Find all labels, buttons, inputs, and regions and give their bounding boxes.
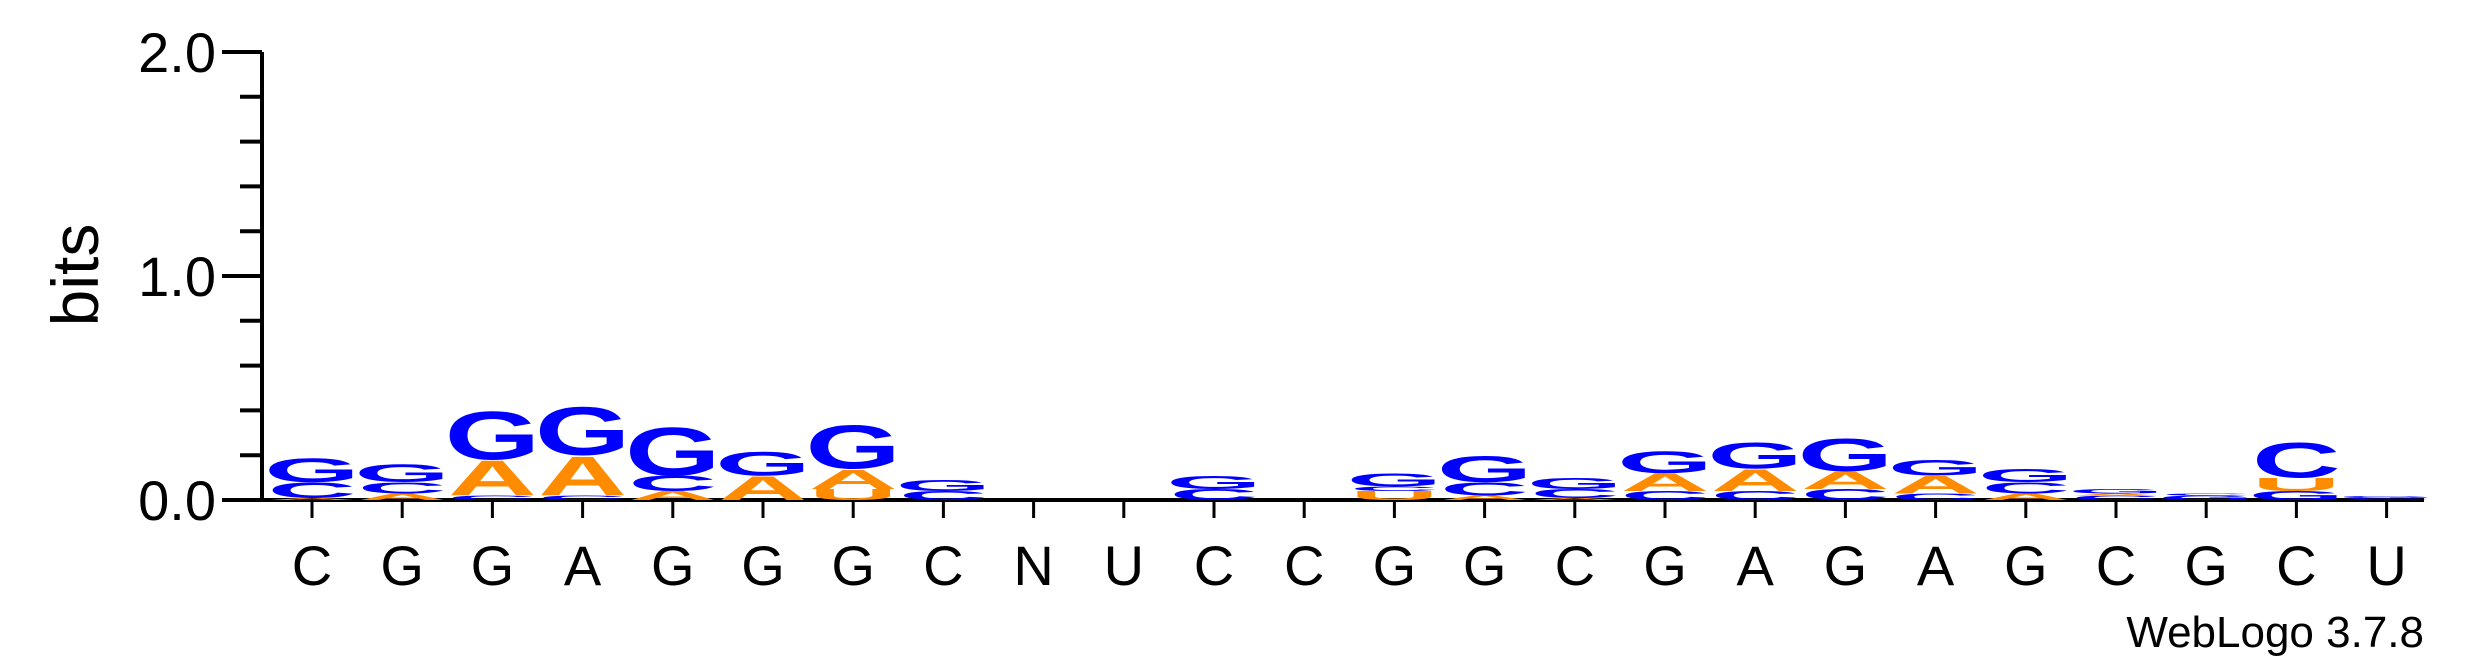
x-tick-label: C (1555, 534, 1595, 597)
y-tick-label: 0.0 (138, 469, 216, 532)
x-tick-label: U (2366, 534, 2406, 597)
logo-letter-c: C (1170, 486, 1259, 503)
x-tick-label: N (1013, 534, 1053, 597)
logo-letter-g: G (2068, 488, 2164, 495)
logo-letter-c: C (1440, 479, 1529, 500)
logo-letter-a: A (1530, 497, 1619, 500)
logo-letter-g: G (1888, 456, 1984, 480)
x-tick-label: C (2096, 534, 2136, 597)
logo-letter-u: U (1350, 489, 1439, 503)
logo-letter-a: A (358, 492, 447, 502)
logo-letter-g: G (1347, 470, 1443, 491)
x-tick-label: C (292, 534, 332, 597)
x-tick-label: A (1737, 534, 1775, 597)
logo-letter-a: A (1711, 463, 1800, 498)
logo-letter-g: G (1527, 475, 1623, 492)
y-tick-label: 2.0 (138, 21, 216, 84)
logo-letter-c: C (268, 478, 357, 502)
logo-letter-c: C (448, 494, 537, 501)
logo-letter-c: C (538, 494, 627, 501)
logo-letter-c: C (1530, 487, 1619, 501)
x-tick-label: A (1917, 534, 1955, 597)
x-tick-label: G (831, 534, 875, 597)
logo-letter-c: C (1711, 489, 1800, 503)
logo-letter-g: G (715, 445, 811, 483)
logo-letter-a: A (1801, 466, 1890, 494)
weblogo-credit: WebLogo 3.7.8 (2126, 608, 2424, 657)
x-tick-label: C (1194, 534, 1234, 597)
logo-letter-c: C (899, 489, 988, 503)
logo-letter-u: U (2252, 474, 2341, 495)
x-tick-label: G (741, 534, 785, 597)
logo-letter-a: A (538, 446, 627, 508)
x-tick-label: G (651, 534, 695, 597)
logo-letter-g: G (264, 451, 360, 489)
logo-letter-c: C (628, 471, 717, 495)
logo-letter-g: G (1617, 445, 1713, 480)
y-axis-ticks (222, 50, 262, 502)
logo-letter-c: C (1350, 485, 1439, 492)
logo-letter-a: A (2072, 493, 2161, 496)
logo-letter-a: A (1621, 469, 1710, 497)
logo-letter-a: A (1891, 471, 1980, 499)
logo-letter-g: G (1978, 465, 2074, 486)
logo-letter-a: A (809, 463, 898, 494)
logo-letter-c: C (2072, 494, 2161, 501)
logo-letter-a: A (1981, 492, 2070, 502)
x-tick-label: G (2004, 534, 2048, 597)
x-tick-label: G (1643, 534, 1687, 597)
x-tick-label: U (1104, 534, 1144, 597)
logo-letter-a: A (268, 497, 357, 500)
logo-letter-c: C (1891, 492, 1980, 502)
logo-letter-g: G (2249, 489, 2345, 503)
logo-letter-g: G (2158, 494, 2254, 501)
x-tick-label: C (923, 534, 963, 597)
logo-letter-g: G (896, 477, 992, 494)
logo-letter-c: C (1621, 489, 1710, 503)
logo-letter-c: C (358, 479, 447, 496)
logo-letter-g: G (805, 412, 901, 482)
x-tick-label: G (1373, 534, 1417, 597)
letter-stacks: ACGACGCAGCAGACGAGUAGCGCGUCGACGACGCAGCAGC… (264, 394, 2434, 508)
logo-letter-c: C (1801, 486, 1890, 503)
logo-letter-g: G (625, 414, 721, 490)
x-tick-label: G (1824, 534, 1868, 597)
x-tick-label: G (1463, 534, 1507, 597)
x-tick-label: G (380, 534, 424, 597)
logo-letter-c: C (2252, 432, 2341, 488)
x-tick-label: A (564, 534, 602, 597)
logo-letter-g: G (445, 398, 541, 474)
logo-letter-c: C (2342, 497, 2431, 500)
logo-letter-g: G (1798, 429, 1894, 481)
logo-letter-g: G (1437, 449, 1533, 491)
logo-letter-a: A (628, 489, 717, 503)
logo-letter-c: C (2162, 493, 2251, 496)
logo-letter-g: G (1166, 472, 1262, 493)
y-axis-tick-labels: 0.0 1.0 2.0 (138, 21, 216, 532)
logo-letter-u: U (809, 486, 898, 503)
y-tick-label: 1.0 (138, 245, 216, 308)
x-tick-label: G (2184, 534, 2228, 597)
logo-letter-g: G (354, 460, 450, 488)
logo-letter-a: A (448, 450, 537, 506)
logo-letter-g: G (535, 394, 631, 470)
x-tick-label: C (1284, 534, 1324, 597)
y-axis-label: bits (38, 224, 112, 327)
x-tick-label: C (2276, 534, 2316, 597)
logo-letter-g: G (2339, 495, 2435, 498)
logo-letter-g: G (1707, 435, 1803, 477)
x-tick-label: G (471, 534, 515, 597)
logo-letter-a: A (1440, 494, 1529, 501)
logo-letter-c: C (1981, 479, 2070, 496)
